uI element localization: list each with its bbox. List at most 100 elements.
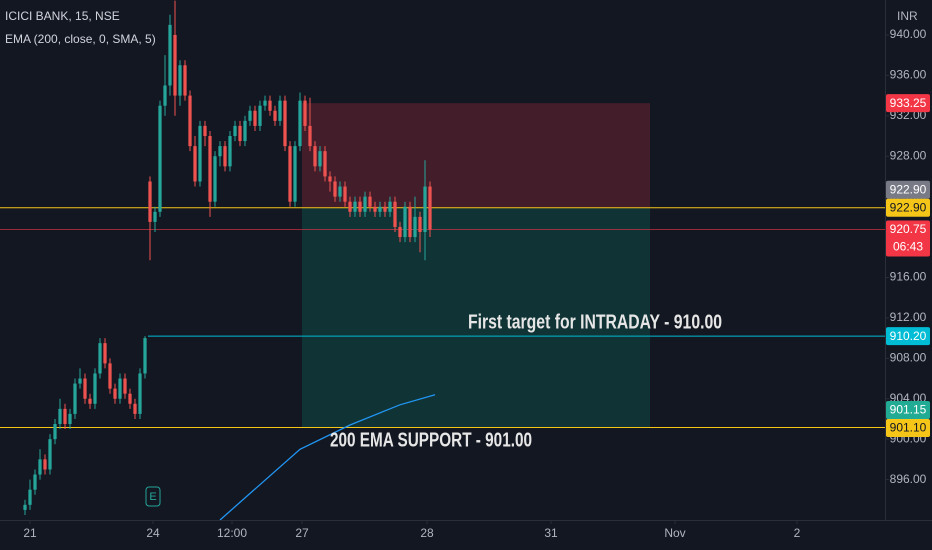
ema-line	[219, 394, 436, 521]
candle-body	[203, 125, 207, 137]
candle-body	[68, 413, 72, 425]
y-tick-label: 908.00	[890, 350, 927, 364]
price-label-box	[886, 220, 930, 257]
candle-body	[278, 100, 282, 121]
candle-body	[293, 146, 297, 202]
candle-body	[63, 408, 67, 425]
candle-body	[188, 95, 192, 147]
candle-body	[183, 65, 187, 96]
earnings-icon[interactable]	[145, 486, 161, 507]
candle-body	[228, 136, 232, 167]
candle-body	[108, 363, 112, 389]
candle-body	[423, 186, 427, 233]
x-tick-label: 24	[146, 526, 160, 540]
chart-title: ICICI BANK, 15, NSE	[5, 9, 120, 23]
candle-body	[258, 105, 262, 126]
candle-body	[173, 34, 177, 96]
candle-body	[403, 206, 407, 238]
y-tick-label: 912.00	[890, 310, 927, 324]
candle-body	[58, 408, 62, 425]
candle-body	[323, 151, 327, 177]
candle-body	[393, 201, 397, 227]
candle-body	[428, 186, 432, 230]
x-tick-label: Nov	[664, 526, 685, 540]
candle-body	[248, 110, 252, 121]
candle-body	[373, 206, 377, 212]
candle-body	[28, 489, 32, 505]
candle-body	[218, 146, 222, 157]
candle-body	[48, 439, 52, 470]
annotation: 200 EMA SUPPORT - 901.00	[330, 429, 532, 451]
x-tick-label: 27	[295, 526, 309, 540]
candle-body	[338, 186, 342, 197]
price-label-box	[886, 198, 930, 217]
countdown-label: 06:43	[893, 240, 923, 254]
candle-body	[153, 211, 157, 222]
candle-body	[163, 85, 167, 106]
candle-body	[128, 393, 132, 404]
candle-body	[143, 338, 147, 374]
candle-body	[358, 201, 362, 212]
price-label-box	[886, 419, 930, 438]
candle-body	[263, 100, 267, 106]
price-label: 933.25	[890, 96, 927, 110]
candle-body	[78, 378, 82, 384]
y-tick-label: 940.00	[890, 27, 927, 41]
candle-body	[353, 201, 357, 212]
candle-body	[368, 196, 372, 207]
candle-body	[408, 206, 412, 238]
x-tick-label: 31	[544, 526, 558, 540]
candle-body	[273, 110, 277, 121]
price-label-box	[886, 94, 930, 113]
candle-body	[113, 388, 117, 399]
earnings-icon-label[interactable]: E	[149, 491, 156, 503]
candle-body	[178, 65, 182, 96]
candle-body	[103, 343, 107, 364]
plot-area	[0, 0, 885, 521]
y-tick-label: 936.00	[890, 68, 927, 82]
candle-body	[93, 373, 97, 404]
candle-body	[313, 146, 317, 167]
candle-body	[308, 125, 312, 147]
candle-body	[283, 100, 287, 147]
price-label-box	[886, 327, 930, 346]
candle-body	[148, 181, 152, 222]
candle-body	[398, 226, 402, 238]
candle-body	[53, 424, 57, 440]
annotation: First target for INTRADAY - 910.00	[468, 311, 722, 333]
candle-body	[38, 459, 42, 475]
candle-body	[198, 125, 202, 182]
candle-body	[318, 151, 322, 167]
price-label: 922.90	[890, 182, 927, 196]
price-label: 910.20	[890, 329, 927, 343]
candle-body	[343, 186, 347, 202]
price-label: 901.15	[890, 403, 927, 417]
target-zone	[302, 207, 650, 428]
candle-body	[23, 504, 27, 510]
candle-body	[253, 110, 257, 126]
candle-body	[243, 120, 247, 142]
candle-body	[328, 176, 332, 182]
candle-body	[388, 201, 392, 212]
candle-body	[233, 125, 237, 137]
candle-body	[138, 373, 142, 414]
price-label-box	[886, 401, 930, 420]
candle-body	[73, 383, 77, 414]
candle-body	[333, 181, 337, 197]
candle-body	[33, 474, 37, 490]
candle-body	[193, 146, 197, 182]
candle-body	[223, 146, 227, 167]
price-label: 901.10	[890, 421, 927, 435]
x-tick-label: 21	[23, 526, 37, 540]
x-tick-label: 12:00	[217, 526, 247, 540]
candle-body	[133, 403, 137, 414]
price-label-box	[886, 180, 930, 199]
candle-body	[168, 24, 172, 86]
candle-body	[363, 196, 367, 212]
candle-body	[88, 398, 92, 404]
x-tick-label: 2	[794, 526, 801, 540]
candle-body	[208, 136, 212, 202]
x-tick-label: 28	[420, 526, 434, 540]
